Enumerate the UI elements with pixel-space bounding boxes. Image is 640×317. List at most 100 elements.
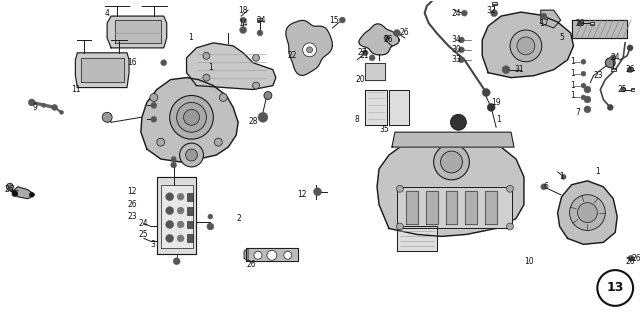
Circle shape (396, 185, 403, 192)
Polygon shape (426, 191, 438, 224)
Circle shape (314, 188, 321, 196)
Circle shape (180, 143, 204, 167)
Text: 30: 30 (451, 45, 461, 54)
Circle shape (52, 104, 58, 110)
Circle shape (42, 103, 45, 107)
Text: 32: 32 (486, 6, 496, 15)
Circle shape (487, 103, 495, 111)
Circle shape (177, 193, 184, 200)
Text: 4: 4 (104, 9, 109, 18)
Bar (186, 207, 193, 215)
Text: 5: 5 (559, 33, 564, 42)
Circle shape (307, 47, 312, 53)
Circle shape (257, 30, 263, 36)
Circle shape (166, 207, 173, 215)
Circle shape (150, 94, 158, 101)
Circle shape (577, 20, 584, 26)
Polygon shape (107, 16, 166, 48)
Polygon shape (397, 187, 512, 229)
Text: 24: 24 (139, 219, 148, 228)
Circle shape (173, 258, 180, 265)
Polygon shape (365, 89, 387, 125)
Circle shape (621, 87, 626, 92)
Circle shape (461, 10, 467, 16)
Text: 25: 25 (617, 85, 627, 94)
Circle shape (561, 174, 566, 179)
Circle shape (284, 251, 292, 259)
Circle shape (607, 104, 613, 110)
Text: 11: 11 (72, 85, 81, 94)
Circle shape (253, 54, 259, 61)
Bar (631, 88, 635, 91)
Text: 21: 21 (359, 51, 369, 60)
Polygon shape (76, 53, 129, 87)
Text: 23: 23 (593, 71, 603, 80)
Text: 24: 24 (451, 9, 461, 18)
Circle shape (303, 43, 317, 57)
Text: 19: 19 (491, 98, 501, 107)
Circle shape (177, 207, 184, 214)
Polygon shape (483, 12, 573, 78)
Circle shape (517, 37, 535, 55)
Text: 26: 26 (5, 185, 15, 194)
Circle shape (451, 114, 467, 130)
Circle shape (203, 74, 210, 81)
Circle shape (502, 66, 510, 74)
Circle shape (6, 183, 13, 190)
Text: 24: 24 (611, 53, 620, 62)
Circle shape (339, 17, 346, 23)
Bar (257, 18, 262, 21)
Circle shape (581, 59, 586, 64)
Circle shape (434, 144, 469, 180)
Text: 33: 33 (451, 55, 461, 64)
Circle shape (253, 82, 259, 89)
Polygon shape (186, 43, 276, 89)
Text: 27: 27 (357, 48, 367, 57)
Text: 35: 35 (379, 125, 388, 134)
Text: 34: 34 (451, 36, 461, 44)
Text: 26: 26 (625, 65, 635, 74)
Polygon shape (541, 10, 561, 28)
Text: 29: 29 (575, 19, 585, 28)
Text: 26: 26 (625, 257, 635, 266)
Circle shape (151, 116, 157, 122)
Bar (186, 234, 193, 243)
Polygon shape (485, 191, 497, 224)
Circle shape (627, 67, 633, 73)
Circle shape (161, 60, 166, 66)
Circle shape (214, 138, 222, 146)
Polygon shape (406, 191, 418, 224)
Circle shape (166, 234, 173, 243)
Text: 26: 26 (127, 200, 136, 209)
Text: 1: 1 (570, 69, 575, 78)
Text: 7: 7 (575, 108, 580, 117)
Circle shape (157, 138, 164, 146)
Circle shape (581, 71, 586, 76)
Circle shape (396, 223, 403, 230)
Text: 1: 1 (595, 167, 600, 176)
Circle shape (581, 95, 586, 100)
Circle shape (577, 203, 597, 223)
Text: 24: 24 (256, 16, 266, 25)
Polygon shape (392, 132, 514, 147)
Text: 22: 22 (288, 51, 297, 60)
Text: 10: 10 (524, 257, 534, 266)
Polygon shape (359, 24, 399, 55)
Circle shape (627, 45, 633, 51)
Polygon shape (397, 226, 436, 251)
Text: 14: 14 (238, 19, 248, 28)
Circle shape (362, 50, 368, 56)
Text: 1: 1 (570, 81, 575, 90)
Text: 1: 1 (189, 33, 193, 42)
Circle shape (584, 96, 591, 103)
Circle shape (541, 184, 547, 190)
Circle shape (203, 52, 210, 59)
Text: 1: 1 (209, 63, 213, 72)
Bar (492, 2, 497, 5)
Text: 26: 26 (400, 29, 410, 37)
Circle shape (394, 29, 401, 36)
Text: 12: 12 (298, 190, 307, 199)
Polygon shape (389, 89, 409, 125)
Circle shape (254, 251, 262, 259)
Polygon shape (244, 248, 248, 261)
